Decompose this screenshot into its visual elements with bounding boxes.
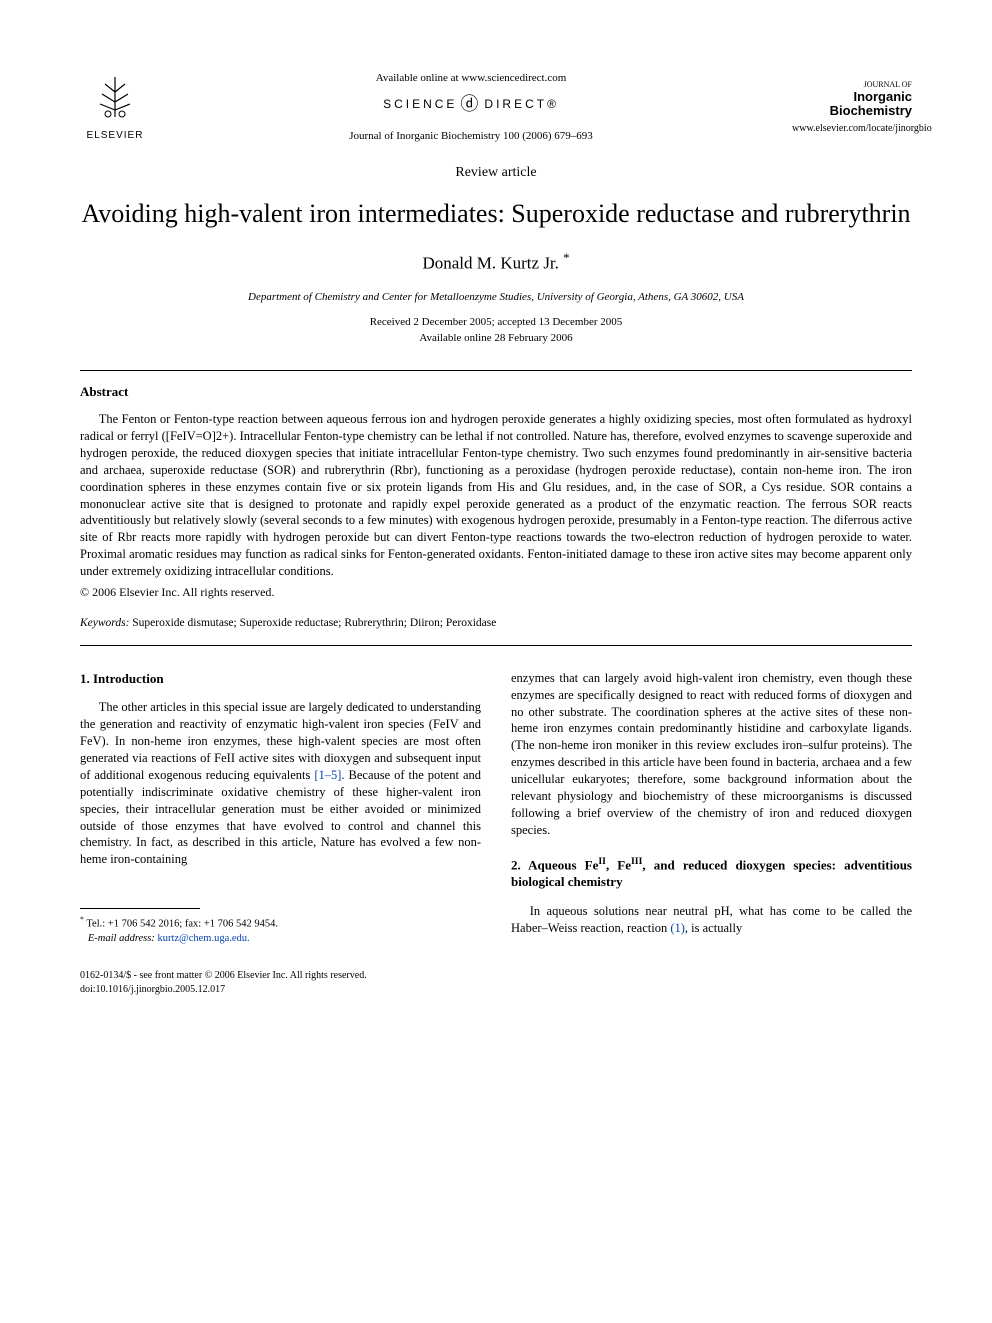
center-header: Available online at www.sciencedirect.co… <box>150 71 792 145</box>
body-columns: 1. Introduction The other articles in th… <box>80 670 912 947</box>
abstract-text: The Fenton or Fenton-type reaction betwe… <box>80 411 912 580</box>
sec2-paragraph: In aqueous solutions near neutral pH, wh… <box>511 903 912 937</box>
article-type: Review article <box>80 163 912 183</box>
header-row: ELSEVIER Available online at www.science… <box>80 70 912 145</box>
footer-line2: doi:10.1016/j.jinorgbio.2005.12.017 <box>80 983 912 997</box>
section-1-heading: 1. Introduction <box>80 670 481 688</box>
author-name: Donald M. Kurtz Jr. <box>422 254 558 273</box>
footnote-email-label: E-mail address: <box>88 933 155 944</box>
footnote-email-line: E-mail address: kurtz@chem.uga.edu. <box>80 932 481 947</box>
ref-link-eq1[interactable]: (1) <box>670 921 685 935</box>
footnote-email[interactable]: kurtz@chem.uga.edu. <box>155 933 250 944</box>
divider-bottom <box>80 645 912 646</box>
keywords-label: Keywords: <box>80 617 129 629</box>
abstract-copyright: © 2006 Elsevier Inc. All rights reserved… <box>80 584 912 601</box>
footer-info: 0162-0134/$ - see front matter © 2006 El… <box>80 969 912 996</box>
footnote-tel-text: Tel.: +1 706 542 2016; fax: +1 706 542 9… <box>84 919 278 930</box>
available-online-line: Available online at www.sciencedirect.co… <box>150 71 792 86</box>
footnote-separator <box>80 908 200 909</box>
available-date: Available online 28 February 2006 <box>80 331 912 346</box>
footer-line1: 0162-0134/$ - see front matter © 2006 El… <box>80 969 912 983</box>
left-column: 1. Introduction The other articles in th… <box>80 670 481 947</box>
elsevier-label: ELSEVIER <box>87 129 144 143</box>
journal-logo: JOURNAL OF Inorganic Biochemistry www.el… <box>792 79 912 137</box>
sec2-text-b: , is actually <box>685 921 742 935</box>
abstract-heading: Abstract <box>80 383 912 401</box>
received-date: Received 2 December 2005; accepted 13 De… <box>80 315 912 330</box>
journal-citation: Journal of Inorganic Biochemistry 100 (2… <box>150 129 792 144</box>
footnote-tel: * Tel.: +1 706 542 2016; fax: +1 706 542… <box>80 914 481 932</box>
ref-link-1-5[interactable]: [1–5] <box>314 768 341 782</box>
intro-continuation: enzymes that can largely avoid high-vale… <box>511 670 912 839</box>
sd-regmark: ® <box>547 97 559 111</box>
sd-at-icon: ⓓ <box>460 94 481 114</box>
section-2-heading: 2. Aqueous FeII, FeIII, and reduced diox… <box>511 855 912 891</box>
elsevier-tree-icon <box>90 72 140 129</box>
article-title: Avoiding high-valent iron intermediates:… <box>80 197 912 231</box>
footnote-block: * Tel.: +1 706 542 2016; fax: +1 706 542… <box>80 914 481 947</box>
author-marker: * <box>563 251 569 265</box>
article-dates: Received 2 December 2005; accepted 13 De… <box>80 315 912 346</box>
keywords-text: Superoxide dismutase; Superoxide reducta… <box>129 617 496 629</box>
affiliation: Department of Chemistry and Center for M… <box>80 290 912 305</box>
right-column: enzymes that can largely avoid high-vale… <box>511 670 912 947</box>
journal-logo-line1: Inorganic <box>792 90 912 104</box>
author-line: Donald M. Kurtz Jr. * <box>80 250 912 275</box>
sd-word2: DIRECT <box>484 97 547 111</box>
intro-paragraph: The other articles in this special issue… <box>80 699 481 868</box>
science-direct-logo: SCIENCEⓓDIRECT® <box>150 92 792 117</box>
keywords-line: Keywords: Superoxide dismutase; Superoxi… <box>80 615 912 631</box>
divider-top <box>80 370 912 371</box>
sd-word1: SCIENCE <box>383 97 457 111</box>
elsevier-logo: ELSEVIER <box>80 70 150 145</box>
intro-text-b: . Because of the potent and potentially … <box>80 768 481 866</box>
locate-url: www.elsevier.com/locate/jinorgbio <box>792 122 912 136</box>
journal-logo-line2: Biochemistry <box>792 104 912 118</box>
